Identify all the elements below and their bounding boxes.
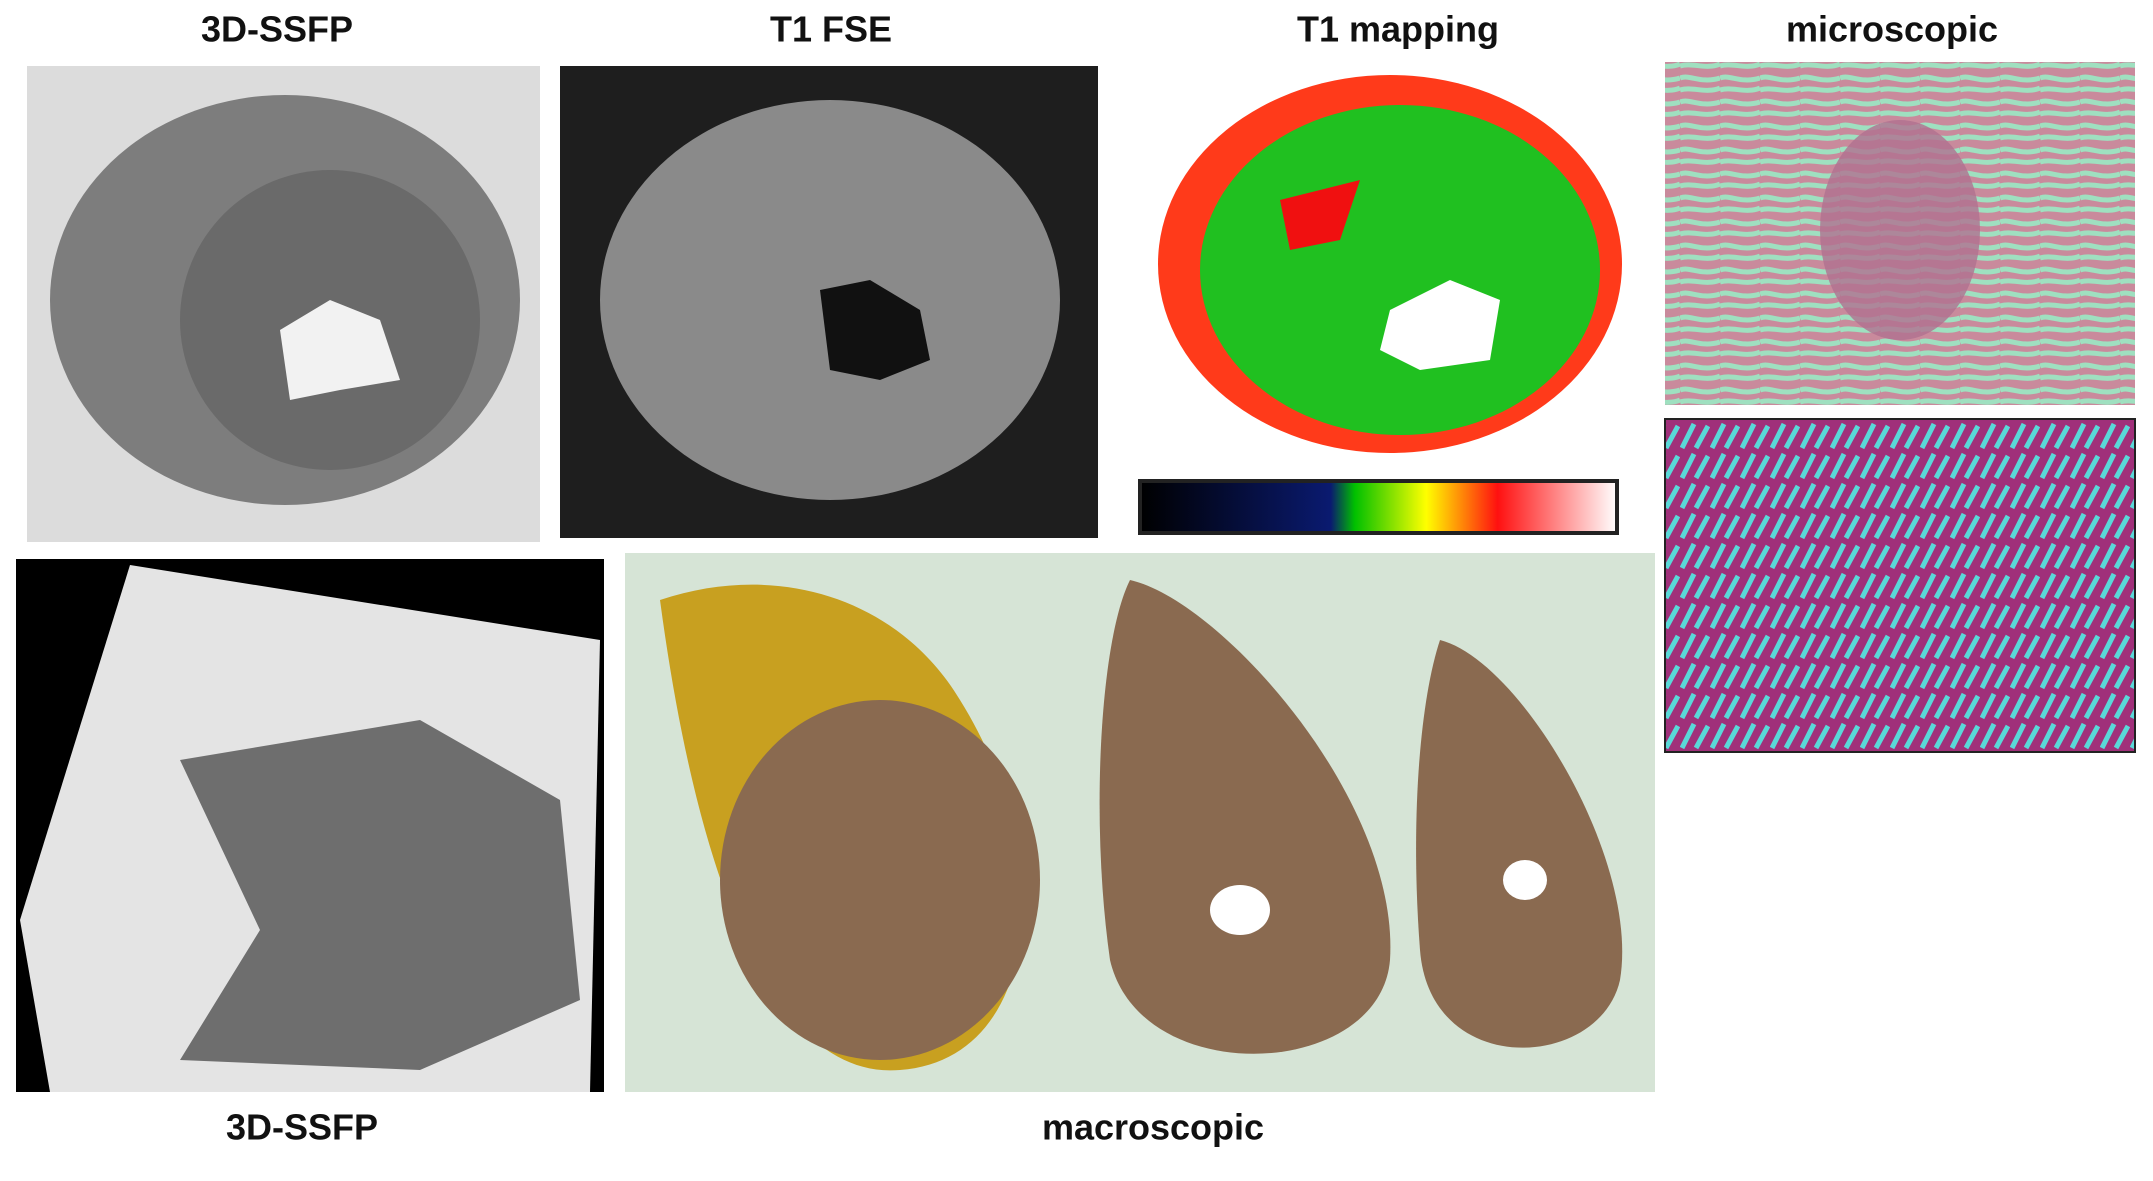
panel-label: 3D-SSFP	[226, 1107, 378, 1148]
cavity	[1503, 860, 1547, 900]
cavity	[280, 300, 400, 400]
panel-label: macroscopic	[1042, 1107, 1264, 1148]
specimen	[1416, 640, 1623, 1048]
heart-slice	[180, 720, 580, 1070]
panel-label: T1 FSE	[770, 9, 892, 50]
specimen	[1099, 580, 1391, 1054]
cavity	[1210, 885, 1270, 935]
t1-map-hot	[1280, 180, 1360, 250]
panel-label: T1 mapping	[1297, 9, 1499, 50]
histology-feature	[1820, 120, 1980, 340]
panel-label: microscopic	[1786, 9, 1998, 50]
cavity	[820, 280, 930, 380]
t1-map-myocardium	[1200, 105, 1600, 435]
specimen-wall	[720, 700, 1040, 1060]
color-bar	[1138, 479, 1619, 535]
t1-map-cavity	[1380, 280, 1500, 370]
panel-label: 3D-SSFP	[201, 9, 353, 50]
histology-image	[1664, 418, 2136, 753]
